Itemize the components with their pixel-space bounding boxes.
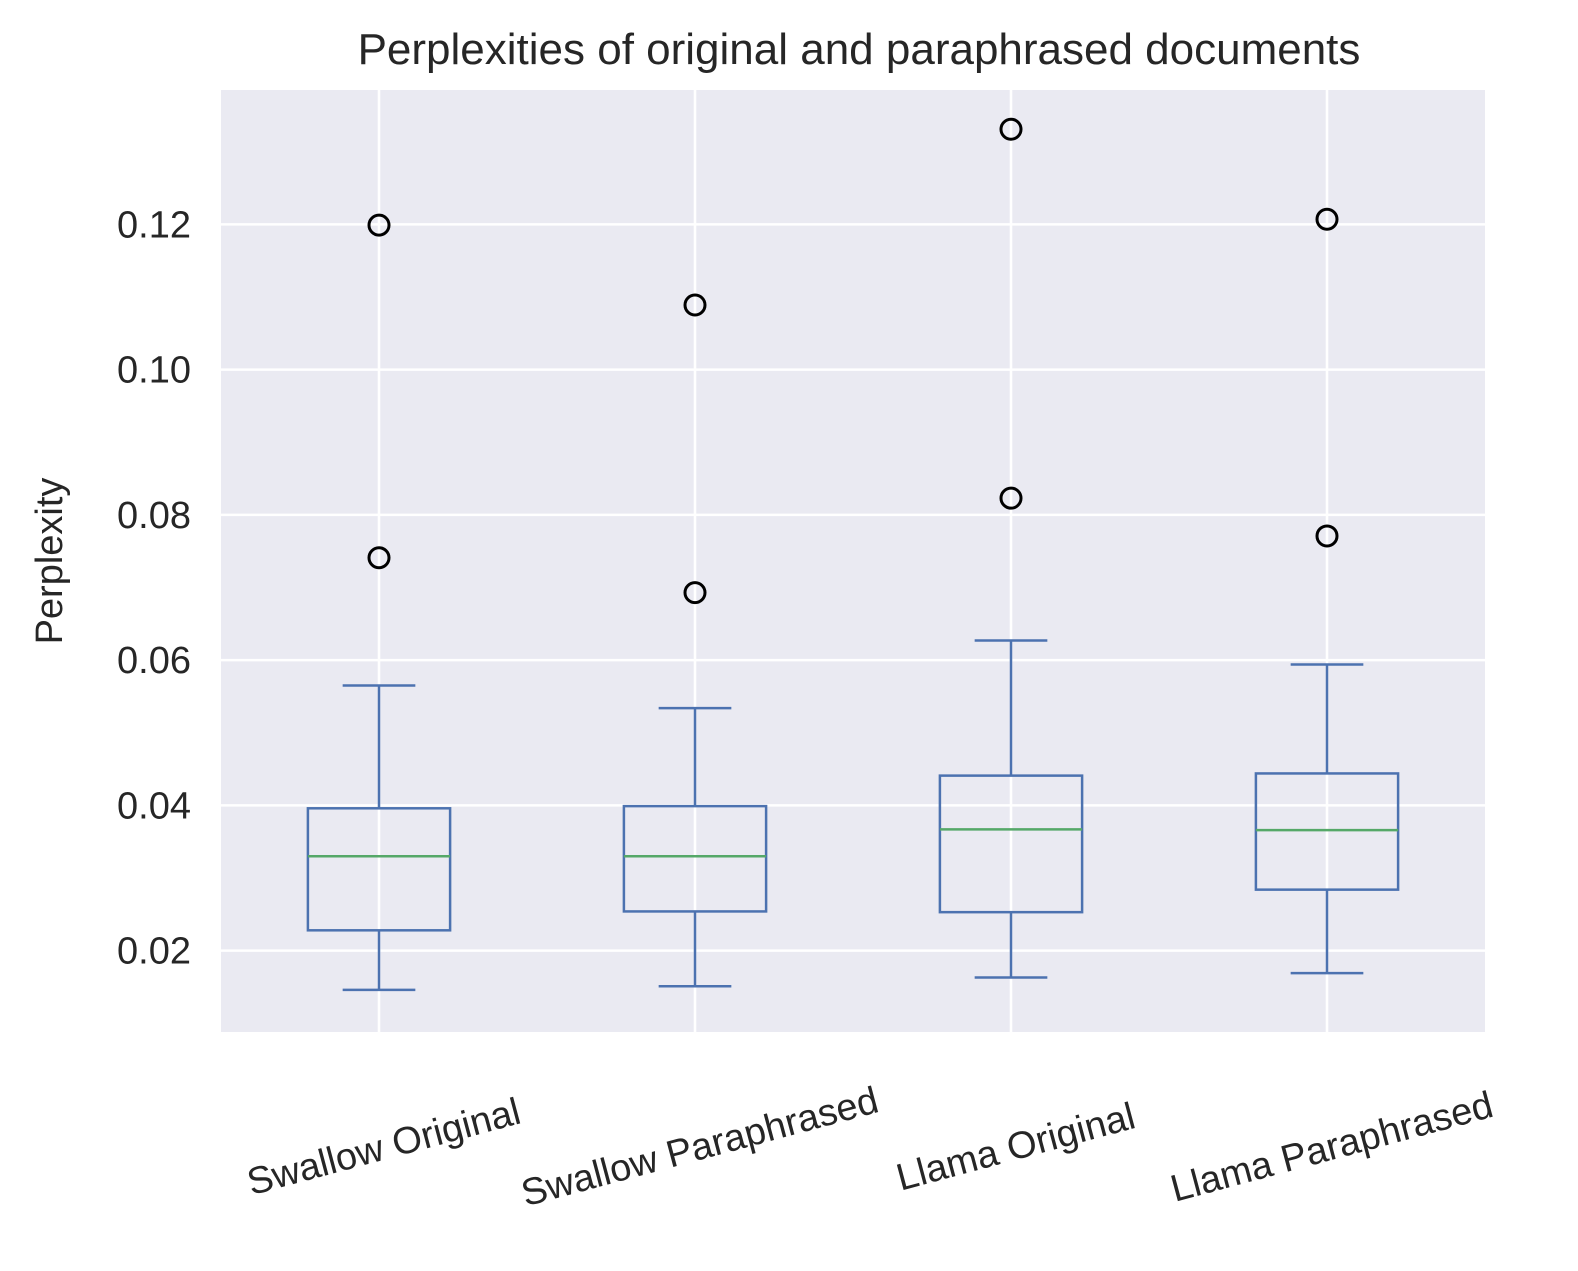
outlier-point — [683, 581, 707, 605]
y-gridlines — [221, 223, 1485, 952]
y-tick-label: 0.12 — [117, 204, 191, 246]
outlier-point — [999, 486, 1023, 510]
y-tick-label: 0.02 — [117, 931, 191, 973]
outlier-point — [683, 293, 707, 317]
outlier-point — [1315, 207, 1339, 231]
y-tick-labels: 0.02 0.04 0.06 0.08 0.10 0.12 — [117, 204, 191, 972]
plot-area — [221, 90, 1485, 1032]
x-tick-label: Swallow Original — [243, 1091, 525, 1204]
box-iqr — [306, 807, 452, 932]
outlier-point — [1315, 524, 1339, 548]
boxes-layer — [306, 117, 1400, 992]
y-tick-label: 0.10 — [117, 350, 191, 392]
y-tick-label: 0.08 — [117, 495, 191, 537]
box-group — [622, 293, 768, 988]
outlier-point — [999, 117, 1023, 141]
box-iqr — [938, 774, 1084, 914]
box-group — [306, 213, 452, 992]
box-group — [1254, 207, 1400, 975]
chart-title: Perplexities of original and paraphrased… — [358, 25, 1361, 74]
y-tick-label: 0.04 — [117, 785, 191, 827]
x-tick-label: Llama Original — [892, 1095, 1140, 1199]
outlier-point — [367, 546, 391, 570]
y-axis-label: Perplexity — [29, 478, 71, 645]
y-tick-label: 0.06 — [117, 640, 191, 682]
x-tick-label: Llama Paraphrased — [1166, 1084, 1497, 1210]
box-iqr — [1254, 772, 1400, 891]
outlier-point — [367, 213, 391, 237]
box-group — [938, 117, 1084, 979]
x-gridlines — [377, 90, 1329, 1032]
x-tick-label: Swallow Paraphrased — [517, 1080, 883, 1216]
box-iqr — [622, 804, 768, 913]
